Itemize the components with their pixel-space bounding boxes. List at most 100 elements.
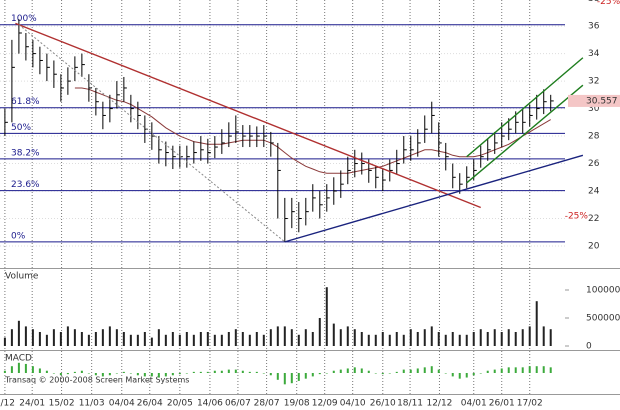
bar [234, 369, 237, 373]
bar [185, 331, 188, 346]
bar [255, 371, 258, 373]
bar [367, 370, 370, 373]
bar [45, 370, 48, 373]
bar [241, 370, 244, 373]
bar [227, 331, 230, 346]
bar [150, 337, 153, 346]
bar [87, 373, 90, 374]
bar [318, 317, 321, 346]
bar [136, 334, 139, 346]
moving-average [74, 87, 551, 174]
trendline [15, 22, 481, 209]
y-tick-label: 28 [588, 132, 600, 142]
bar [472, 373, 475, 376]
bar [171, 331, 174, 346]
bar [549, 329, 552, 346]
bar [318, 373, 321, 375]
bar [66, 373, 69, 375]
bar [192, 371, 195, 373]
x-tick-label: 15/02 [49, 399, 75, 409]
bar [108, 326, 111, 346]
last-price-label: 30.557 [586, 96, 618, 106]
bar [381, 331, 384, 346]
footer: Transaq © 2000-2008 Screen Market System… [4, 376, 189, 385]
x-tick-label: 19/08 [284, 399, 310, 409]
bar [360, 368, 363, 373]
bar [395, 371, 398, 373]
x-tick-label: 18/11 [397, 399, 423, 409]
bar [283, 373, 286, 385]
bar [276, 373, 279, 380]
bar [332, 323, 335, 346]
bar [157, 373, 160, 378]
x-tick-label: 06/07 [225, 399, 251, 409]
bar [535, 301, 538, 346]
x-tick-label: 20/05 [167, 399, 193, 409]
bar [416, 368, 419, 373]
y-tick-label: 32 [588, 77, 599, 87]
fib-label: 61.8% [11, 97, 40, 107]
bar [521, 329, 524, 346]
bar [304, 329, 307, 346]
bar [493, 329, 496, 346]
bar [192, 334, 195, 346]
bar [353, 367, 356, 373]
bar [24, 326, 27, 346]
bar [136, 373, 139, 376]
bar [213, 370, 216, 373]
x-tick-label: 26/01 [489, 399, 515, 409]
bar [339, 329, 342, 346]
bar [94, 331, 97, 346]
bar [199, 371, 202, 373]
bar [115, 373, 118, 374]
bar [108, 373, 111, 376]
bar [458, 334, 461, 346]
bar [31, 366, 34, 373]
bar [423, 367, 426, 373]
bar [10, 329, 13, 346]
bar [10, 366, 13, 373]
bar [87, 334, 90, 346]
bar [31, 329, 34, 346]
bar [206, 371, 209, 373]
bar [542, 326, 545, 346]
bar [262, 373, 265, 374]
trendline [466, 57, 584, 158]
bar [493, 369, 496, 373]
last-price-box [568, 94, 620, 107]
bar [122, 331, 125, 346]
bar [276, 326, 279, 346]
y-tick-label: 26 [588, 159, 600, 169]
bar [283, 326, 286, 346]
y-tick-label: 22 [588, 214, 599, 224]
bar [535, 366, 538, 373]
bar [507, 329, 510, 346]
bar [402, 369, 405, 373]
bar [3, 370, 6, 373]
x-tick-label: 26/10 [370, 399, 396, 409]
bar [66, 326, 69, 346]
bar [451, 373, 454, 377]
bar [388, 373, 391, 374]
panel-title: Volume [5, 272, 39, 282]
bar [143, 331, 146, 346]
x-tick-label: 04/10 [340, 399, 366, 409]
x-tick-label: 24/01 [19, 399, 45, 409]
x-tick-label: 11/03 [79, 399, 105, 409]
bar [311, 331, 314, 346]
bar [395, 331, 398, 346]
bar [500, 368, 503, 373]
bar [178, 373, 181, 375]
bar [430, 366, 433, 373]
bar [325, 287, 328, 346]
bar [52, 373, 55, 374]
bar [45, 334, 48, 346]
bar [164, 334, 167, 346]
fib-label: 23.6% [11, 180, 40, 190]
bar [332, 370, 335, 373]
bar [409, 369, 412, 373]
bar [297, 373, 300, 381]
bar [507, 367, 510, 373]
